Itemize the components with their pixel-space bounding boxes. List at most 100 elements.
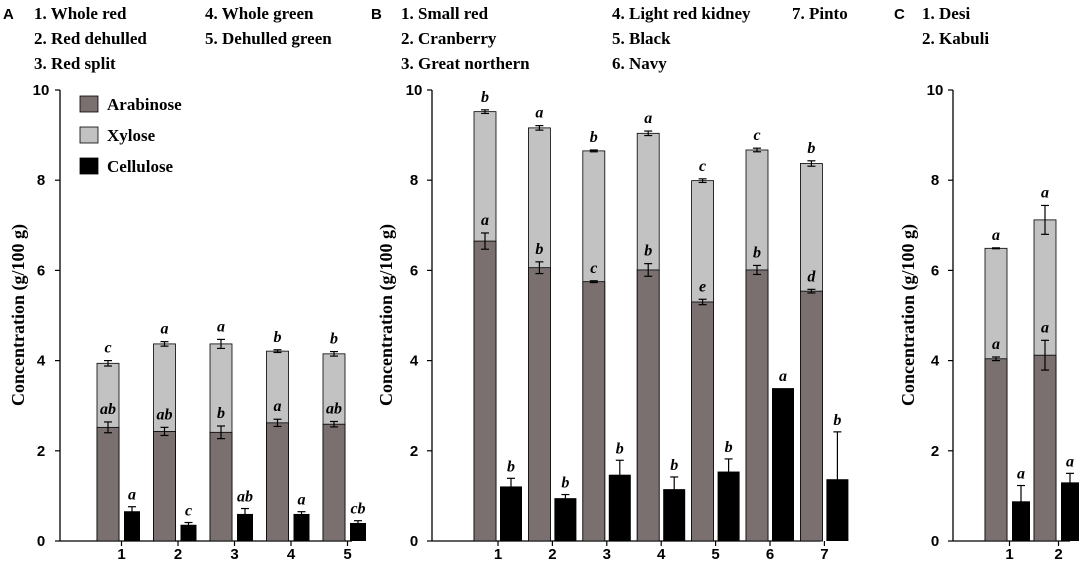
panel-letter-a: A (3, 6, 14, 23)
bar-arabinose (984, 358, 1008, 542)
error-bar-arabinose (1041, 339, 1049, 371)
error-bar-xylose (807, 160, 816, 167)
sig-label-arabinose: c (590, 260, 597, 277)
bar-cellulose (500, 486, 522, 541)
error-bar-xylose (1041, 204, 1049, 235)
key-cranberry: 2. Cranberry (401, 29, 497, 48)
bar-arabinose (800, 290, 823, 542)
x-tick-label: 3 (230, 546, 238, 563)
y-tick-label: 8 (410, 172, 418, 189)
y-tick-label: 6 (37, 262, 45, 279)
y-axis-label: Concentration (g/100 g) (8, 224, 29, 406)
sig-label-cellulose: a (1017, 466, 1025, 483)
sig-label-arabinose: ab (100, 401, 116, 418)
sig-label-cellulose: a (779, 368, 787, 385)
bar-cellulose (180, 524, 197, 541)
bar-arabinose (96, 426, 120, 542)
error-bar-cellulose (184, 521, 193, 528)
sig-label-xylose: c (753, 127, 760, 144)
error-bar-xylose (992, 247, 1000, 250)
sig-label-xylose: a (1041, 184, 1049, 201)
error-bar-xylose (589, 149, 598, 153)
bar-arabinose (1033, 354, 1057, 542)
error-bar-arabinose (330, 420, 338, 428)
error-bar-cellulose (241, 507, 249, 520)
sig-label-cellulose: b (507, 458, 515, 475)
sig-label-arabinose: a (992, 336, 1000, 353)
key-dehulled-green: 5. Dehulled green (205, 29, 332, 48)
bar-cellulose (1012, 501, 1030, 541)
y-tick-label: 8 (931, 172, 939, 189)
sig-label-cellulose: a (298, 492, 306, 509)
y-tick-label: 6 (931, 262, 939, 279)
sig-label-xylose: b (330, 331, 338, 348)
sig-label-xylose: c (104, 340, 111, 357)
sig-label-arabinose: d (807, 268, 816, 285)
sig-label-xylose: b (807, 140, 815, 157)
bar-arabinose (528, 267, 551, 542)
error-bar-xylose (217, 338, 225, 350)
error-bar-arabinose (535, 261, 544, 275)
error-bar-cellulose (354, 520, 362, 526)
sig-label-xylose: a (535, 105, 543, 122)
error-bar-cellulose (128, 506, 136, 517)
x-tick-label: 3 (603, 546, 611, 563)
error-bar-cellulose (724, 458, 733, 485)
sig-label-xylose: a (644, 110, 652, 127)
sig-label-cellulose: cb (350, 501, 365, 518)
bar-arabinose (745, 269, 769, 542)
bar-cellulose (237, 513, 253, 541)
panel-a: A 1. Whole red 4. Whole green 2. Red deh… (3, 4, 366, 563)
error-bar-cellulose (561, 493, 570, 503)
x-tick-label: 6 (766, 546, 774, 563)
bar-arabinose (322, 423, 346, 542)
x-tick-label: 1 (117, 546, 125, 563)
panel-b: B 1. Small red 4. Light red kidney 7. Pi… (371, 4, 849, 563)
panel-letter-c: C (894, 6, 905, 23)
y-axis-label: Concentration (g/100 g) (898, 224, 919, 406)
y-tick-label: 4 (37, 353, 46, 370)
sig-label-cellulose: c (185, 503, 192, 520)
error-bar-arabinose (807, 288, 816, 294)
y-tick-label: 2 (931, 443, 939, 460)
sig-label-arabinose: ab (157, 406, 173, 423)
error-bar-arabinose (160, 426, 169, 437)
x-tick-label: 4 (287, 546, 296, 563)
error-bar-cellulose (297, 511, 306, 517)
error-bar-arabinose (589, 280, 598, 284)
sig-label-arabinose: e (699, 278, 706, 295)
error-bar-xylose (330, 350, 338, 357)
error-bar-cellulose (1017, 484, 1025, 518)
error-bar-cellulose (833, 431, 842, 528)
error-bar-arabinose (481, 232, 489, 250)
x-tick-label: 7 (820, 546, 828, 563)
x-tick-label: 1 (494, 546, 502, 563)
key-navy: 6. Navy (612, 54, 667, 73)
bar-cellulose (772, 388, 794, 541)
y-tick-label: 6 (410, 262, 418, 279)
legend-label-arabinose: Arabinose (107, 95, 182, 114)
plot-area: 0 2 4 6 8 10 1 a a a 2 a a a (927, 82, 1079, 563)
sig-label-xylose: a (992, 227, 1000, 244)
bar-arabinose (209, 431, 233, 542)
x-tick-label: 5 (343, 546, 351, 563)
panel-letter-b: B (371, 6, 382, 23)
x-tick-label: 1 (1005, 546, 1013, 563)
bar-cellulose (608, 474, 631, 541)
key-red-split: 3. Red split (34, 54, 116, 73)
bar-cellulose (1061, 482, 1079, 541)
key-black: 5. Black (612, 29, 671, 48)
key-pinto: 7. Pinto (792, 4, 848, 23)
sig-label-xylose: b (274, 329, 282, 346)
sig-label-cellulose: b (725, 439, 733, 456)
sig-label-arabinose: b (644, 243, 652, 260)
error-bar-arabinose (217, 425, 225, 440)
bar-cellulose (124, 511, 140, 541)
bar-cellulose (293, 513, 310, 541)
sig-label-arabinose: a (274, 398, 282, 415)
key-small-red: 1. Small red (401, 4, 489, 23)
key-desi: 1. Desi (922, 4, 970, 23)
sig-label-arabinose: b (753, 244, 761, 261)
error-bar-xylose (644, 130, 653, 137)
